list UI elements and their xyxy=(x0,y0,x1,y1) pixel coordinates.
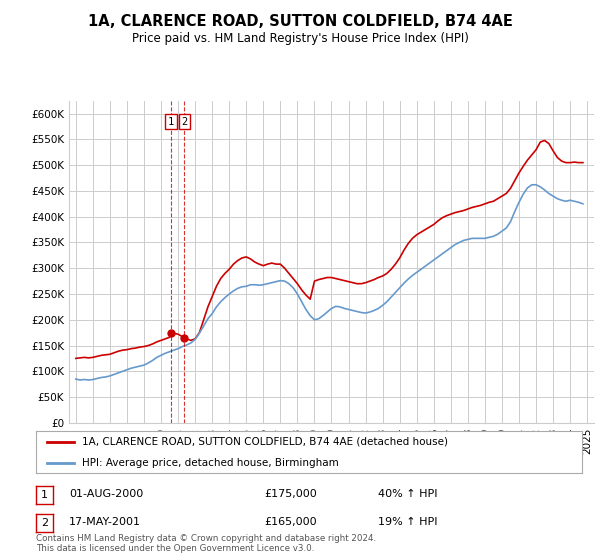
Text: 1: 1 xyxy=(168,116,174,127)
Text: HPI: Average price, detached house, Birmingham: HPI: Average price, detached house, Birm… xyxy=(82,458,339,468)
Text: £175,000: £175,000 xyxy=(264,489,317,499)
Text: Price paid vs. HM Land Registry's House Price Index (HPI): Price paid vs. HM Land Registry's House … xyxy=(131,32,469,45)
Text: 2: 2 xyxy=(181,116,188,127)
Text: 01-AUG-2000: 01-AUG-2000 xyxy=(69,489,143,499)
Text: 19% ↑ HPI: 19% ↑ HPI xyxy=(378,517,437,527)
Text: 1: 1 xyxy=(41,490,48,500)
Point xyxy=(179,333,189,342)
Text: 17-MAY-2001: 17-MAY-2001 xyxy=(69,517,141,527)
Text: 1A, CLARENCE ROAD, SUTTON COLDFIELD, B74 4AE: 1A, CLARENCE ROAD, SUTTON COLDFIELD, B74… xyxy=(88,14,512,29)
Point xyxy=(166,328,176,337)
Text: Contains HM Land Registry data © Crown copyright and database right 2024.
This d: Contains HM Land Registry data © Crown c… xyxy=(36,534,376,553)
Text: 2: 2 xyxy=(41,518,48,528)
Text: £165,000: £165,000 xyxy=(264,517,317,527)
Text: 1A, CLARENCE ROAD, SUTTON COLDFIELD, B74 4AE (detached house): 1A, CLARENCE ROAD, SUTTON COLDFIELD, B74… xyxy=(82,437,448,447)
Text: 40% ↑ HPI: 40% ↑ HPI xyxy=(378,489,437,499)
